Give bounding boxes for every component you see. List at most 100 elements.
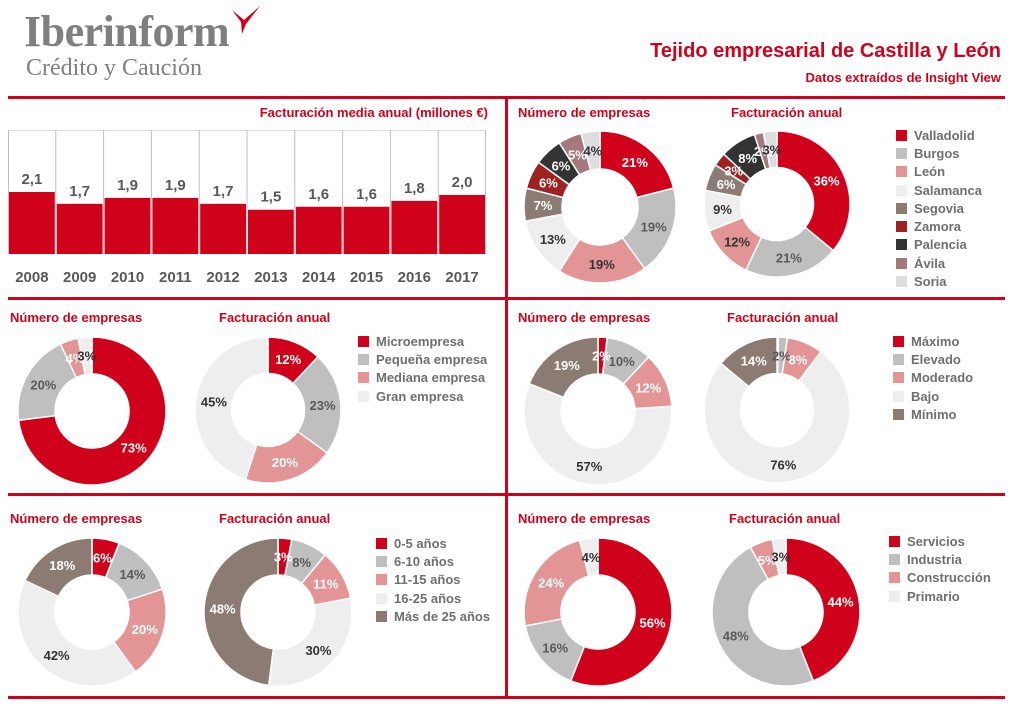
donut-label-salamanca: 13% [540, 232, 566, 247]
legend-swatch [358, 353, 369, 365]
donut-label-construccion: 24% [538, 575, 564, 590]
donut-label-salamanca: 9% [713, 202, 732, 217]
legend-item-gran-empresa: Gran empresa [358, 387, 487, 405]
chart-title-facturacion-tamano: Facturación anual [219, 310, 331, 325]
donut-label-16-25-anos: 42% [44, 648, 70, 663]
bar-value-label: 2,1 [21, 171, 42, 188]
chart-title-empresas-tamano: Número de empresas [10, 310, 143, 325]
bar-value-label: 1,5 [260, 189, 281, 206]
legend-label: 6-10 años [394, 553, 454, 569]
legend-swatch [896, 239, 907, 251]
legend-label: Salamanca [914, 182, 982, 198]
legend-swatch [376, 592, 387, 604]
legend-item-construccion: Construcción [889, 569, 991, 587]
logo-name: Iberinform [24, 7, 230, 56]
legend-label: Construcción [907, 570, 991, 586]
legend-label: Gran empresa [376, 388, 464, 404]
legend-swatch [896, 147, 907, 159]
bar-category-label: 2013 [254, 269, 287, 286]
legend-label: Primario [907, 588, 960, 604]
donut-label-burgos: 21% [776, 250, 802, 265]
legend-swatch [358, 390, 369, 402]
donut-label-leon: 19% [589, 257, 615, 272]
bar-category-label: 2009 [63, 269, 96, 286]
donut-label-segovia: 7% [534, 198, 553, 213]
donut-slice-primario [578, 537, 599, 578]
donut-label-industria: 16% [542, 640, 568, 655]
legend-swatch [358, 372, 369, 384]
bar-value-label: 1,8 [404, 180, 425, 197]
bar-category-label: 2008 [15, 269, 48, 286]
donut-label-burgos: 19% [641, 219, 667, 234]
legend-label: 16-25 años [394, 590, 462, 606]
bar-category-label: 2010 [111, 269, 144, 286]
donut-label-valladolid: 21% [622, 155, 648, 170]
legend-swatch [376, 610, 387, 622]
donut-empresas-antiguedad: 6% 14% 20% 42% 18% [17, 537, 167, 687]
chart-title-empresas-riesgo: Número de empresas [518, 310, 651, 325]
donut-slice-servicios [569, 537, 673, 687]
bar-value-label: 1,9 [117, 177, 138, 194]
donut-label-avila: 2% [754, 144, 773, 159]
legend-item-microempresa: Microempresa [358, 332, 487, 350]
donut-slice-bajo [523, 382, 673, 486]
donut-label-minimo: 14% [741, 353, 767, 368]
legend-item-elevado: Elevado [893, 350, 973, 368]
bar-category-label: 2015 [350, 269, 383, 286]
bar-2015 [343, 206, 390, 254]
legend-tamano: Microempresa Pequeña empresa Mediana empre… [358, 332, 487, 405]
legend-label: Burgos [914, 145, 960, 161]
donut-label-elevado: 10% [609, 354, 635, 369]
legend-swatch [889, 535, 900, 547]
donut-label-0-5-anos: 6% [93, 550, 112, 565]
donut-label-moderado: 8% [789, 352, 808, 367]
legend-swatch [376, 574, 387, 586]
donut-label-16-25-anos: 30% [305, 643, 331, 658]
donut-label-servicios: 44% [828, 595, 854, 610]
bar-2008 [9, 192, 55, 254]
donut-facturacion-antiguedad: 3% 8%11% 30% 48% [203, 537, 353, 687]
donut-label-11-15-anos: 11% [313, 577, 339, 592]
page-subtitle: Datos extraídos de Insight View [805, 70, 1001, 85]
legend-provincias: Valladolid Burgos León Salamanca Segovia Zamo… [896, 126, 982, 291]
legend-label: Ávila [914, 255, 946, 271]
legend-item-salamanca: Salamanca [896, 181, 982, 199]
donut-empresas-tamano: 73% 20% 4%3% [17, 336, 167, 486]
bar-2014 [295, 206, 342, 254]
donut-label-pequena-empresa: 23% [309, 398, 335, 413]
donut-facturacion-provincias: 36%21%12%9%6%3%8%2%3% [703, 130, 851, 278]
donut-label-zamora: 6% [539, 176, 558, 191]
chart-title-empresas-antiguedad: Número de empresas [10, 511, 143, 526]
legend-item-burgos: Burgos [896, 144, 982, 162]
donut-label-leon: 12% [724, 234, 750, 249]
donut-label-avila: 5% [568, 148, 587, 163]
donut-label-palencia: 6% [552, 158, 571, 173]
legend-riesgo: Máximo Elevado Moderado Bajo Mínimo [893, 332, 973, 423]
donut-label-construccion: 5% [758, 553, 777, 568]
legend-label: Pequeña empresa [376, 351, 488, 367]
bar-value-label: 2,0 [452, 174, 473, 191]
legend-swatch [889, 553, 900, 565]
donut-label-primario: 3% [771, 550, 790, 565]
donut-label-soria: 4% [583, 143, 602, 158]
donut-slice-servicios [785, 537, 861, 682]
legend-label: Valladolid [914, 127, 975, 143]
bar-2011 [152, 197, 199, 254]
legend-label: Mínimo [911, 406, 957, 422]
donut-empresas-sector: 56% 16% 24% 4% [523, 537, 673, 687]
donut-label-11-15-anos: 20% [132, 622, 158, 637]
donut-empresas-riesgo: 2%10%12% 57% 19% [523, 336, 673, 486]
legend-label: Zamora [914, 219, 961, 235]
donut-empresas-provincias: 21%19%19%13%7%6%6%5%4% [523, 130, 677, 284]
legend-swatch [893, 408, 904, 420]
bar-chart: 2,1 2008 1,7 2009 1,9 2010 1,9 2011 1,7 2012 1,5 20… [8, 130, 486, 286]
donut-label-microempresa: 73% [121, 441, 147, 456]
donut-label-primario: 4% [582, 550, 601, 565]
legend-item-soria: Soria [896, 272, 982, 290]
legend-swatch [893, 353, 904, 365]
legend-label: Soria [914, 274, 947, 290]
legend-item-industria: Industria [889, 550, 991, 568]
donut-label-bajo: 76% [770, 457, 796, 472]
donut-facturacion-tamano: 12% 23% 20% 45% [194, 336, 342, 484]
legend-swatch [896, 257, 907, 269]
